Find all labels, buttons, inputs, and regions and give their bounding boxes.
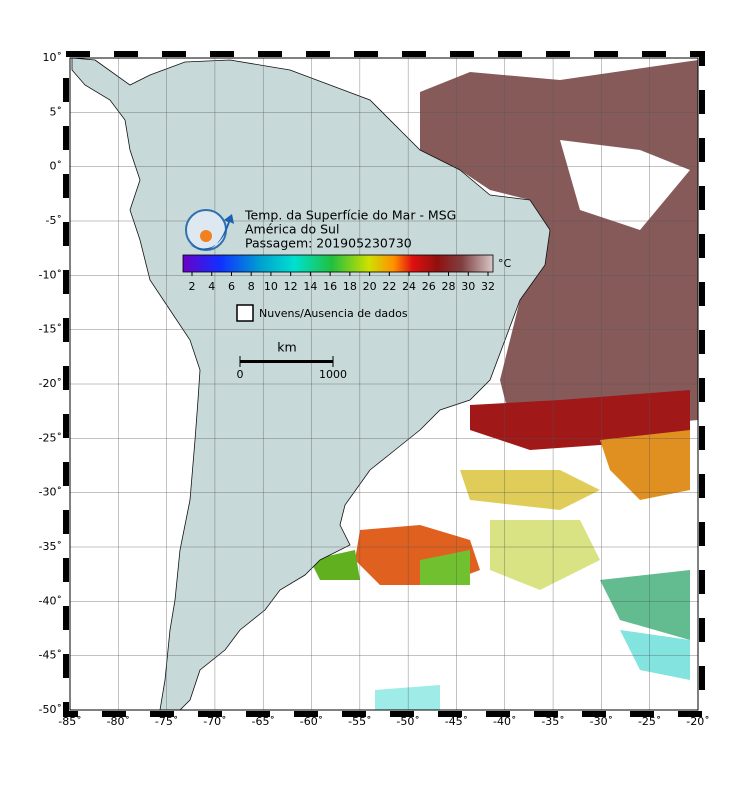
y-tick-label: -30˚	[39, 486, 62, 499]
colorbar-tick-label: 14	[303, 280, 317, 293]
x-tick-label: -75˚	[155, 715, 178, 728]
x-tick-label: -85˚	[58, 715, 81, 728]
x-tick-label: -35˚	[541, 715, 564, 728]
colorbar-tick-label: 16	[323, 280, 337, 293]
y-tick-label: -45˚	[39, 649, 62, 662]
colorbar-tick-label: 12	[284, 280, 298, 293]
x-tick-label: -20˚	[686, 715, 709, 728]
colorbar-tick-label: 20	[363, 280, 377, 293]
x-tick-label: -55˚	[348, 715, 371, 728]
colorbar-tick-label: 10	[264, 280, 278, 293]
sst-layer	[310, 60, 698, 710]
legend-swatch	[236, 304, 254, 322]
subtitle: América do Sul	[245, 222, 339, 237]
y-tick-label: -35˚	[39, 540, 62, 553]
x-tick-label: -65˚	[251, 715, 274, 728]
map-border	[63, 51, 705, 717]
colorbar-tick-label: 6	[228, 280, 235, 293]
y-tick-label: -25˚	[39, 431, 62, 444]
x-tick-label: -25˚	[638, 715, 661, 728]
colorbar-tick-label: 18	[343, 280, 357, 293]
x-tick-label: -80˚	[107, 715, 130, 728]
colorbar-tick-label: 24	[402, 280, 416, 293]
logo	[185, 209, 234, 251]
colorbar-tick-label: 32	[481, 280, 495, 293]
scale-bar	[239, 356, 334, 367]
title: Temp. da Superfície do Mar - MSG	[244, 208, 456, 223]
y-tick-label: 5˚	[50, 105, 63, 118]
x-tick-label: -40˚	[493, 715, 516, 728]
colorbar-tick-label: 2	[189, 280, 196, 293]
graticule	[69, 57, 699, 711]
y-tick-label: -5˚	[46, 214, 62, 227]
x-tick-label: -30˚	[590, 715, 613, 728]
scale-tick-label: 0	[237, 368, 244, 381]
colorbar-tick-label: 30	[461, 280, 475, 293]
scale-tick-label: 1000	[319, 368, 347, 381]
pass-time: Passagem: 201905230730	[245, 236, 412, 251]
colorbar-unit: °C	[498, 257, 512, 270]
colorbar-tick-label: 26	[422, 280, 436, 293]
colorbar-tick-label: 4	[208, 280, 215, 293]
colorbar-tick-label: 28	[442, 280, 456, 293]
colorbar	[182, 254, 494, 273]
y-tick-label: -40˚	[39, 594, 62, 607]
x-tick-label: -70˚	[203, 715, 226, 728]
y-tick-label: -15˚	[39, 323, 62, 336]
map-frame	[69, 57, 699, 711]
scale-unit: km	[277, 340, 296, 355]
y-tick-label: -10˚	[39, 268, 62, 281]
x-tick-label: -50˚	[396, 715, 419, 728]
legend-label: Nuvens/Ausencia de dados	[259, 307, 408, 320]
y-tick-label: 10˚	[43, 51, 63, 64]
colorbar-tick-label: 22	[382, 280, 396, 293]
x-tick-label: -45˚	[445, 715, 468, 728]
y-tick-label: -20˚	[39, 377, 62, 390]
x-tick-label: -60˚	[300, 715, 323, 728]
y-tick-label: -50˚	[39, 703, 62, 716]
y-tick-label: 0˚	[50, 160, 63, 173]
colorbar-tick-label: 8	[248, 280, 255, 293]
